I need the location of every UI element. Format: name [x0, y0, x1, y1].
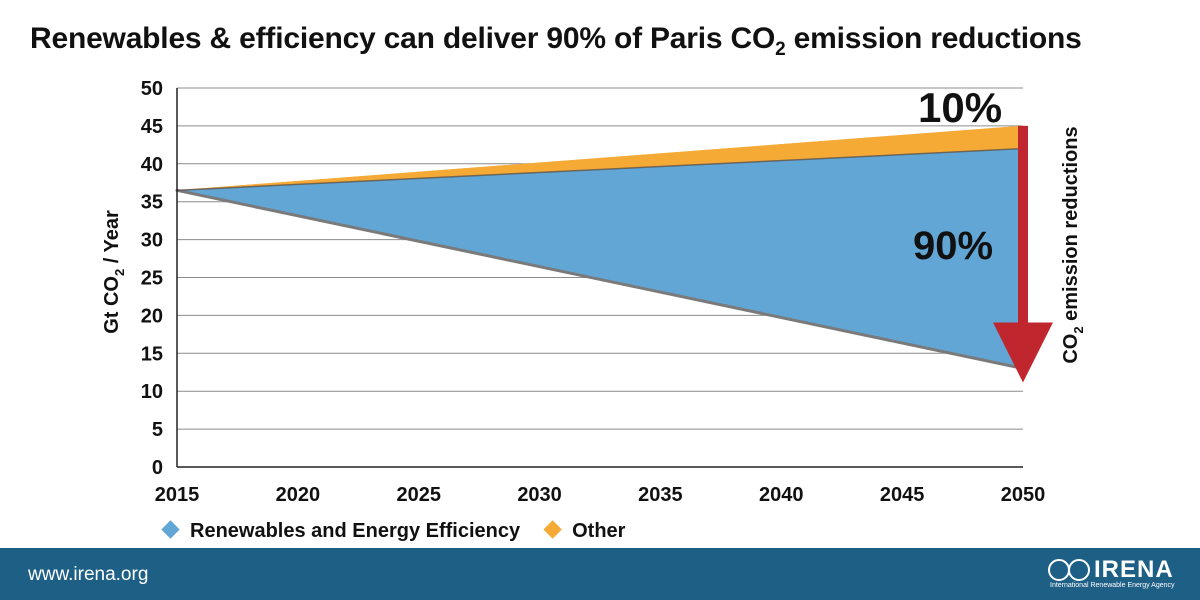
y-tick-label: 30 — [141, 230, 163, 252]
x-tick-labels: 2015 2020 2025 2030 2035 2040 2045 2050 — [155, 484, 1046, 506]
y-tick-label: 10 — [141, 381, 163, 403]
irena-logo: IRENA International Renewable Energy Age… — [1048, 556, 1183, 593]
arrow-label: CO2 emission reductions — [1060, 126, 1086, 363]
x-tick-label: 2035 — [638, 484, 683, 506]
series-boundary-line — [176, 147, 1024, 192]
legend-item: Other — [543, 520, 626, 542]
y-axis-label-subscript: 2 — [112, 269, 127, 276]
legend-label: Renewables and Energy Efficiency — [190, 520, 521, 542]
x-tick-label: 2040 — [759, 484, 804, 506]
arrow-label-text-end: emission reductions — [1060, 126, 1082, 326]
other-percent-label: 10% — [918, 84, 1002, 131]
arrow-label-text: CO — [1060, 334, 1082, 364]
title-text-end: emission reductions — [785, 22, 1082, 55]
target-pathway-line — [175, 188, 1025, 370]
footer-bar: www.irena.org IRENA International Renewa… — [0, 548, 1200, 600]
x-tick-label: 2030 — [517, 484, 562, 506]
y-tick-label: 15 — [141, 343, 163, 365]
y-tick-labels: 0 5 10 15 20 25 30 35 40 45 50 — [141, 78, 163, 479]
edge-lines — [175, 147, 1025, 370]
globe-rings-icon — [1048, 559, 1092, 581]
y-tick-label: 5 — [152, 419, 163, 441]
y-axis-label: Gt CO2 / Year — [101, 210, 127, 334]
arrow-label-subscript: 2 — [1071, 326, 1086, 333]
x-tick-label: 2045 — [880, 484, 925, 506]
title-text: Renewables & efficiency can deliver 90% … — [30, 22, 776, 55]
axes — [176, 88, 1023, 468]
x-tick-label: 2015 — [155, 484, 200, 506]
website-link[interactable]: www.irena.org — [28, 564, 149, 585]
logo-subtext: International Renewable Energy Agency — [1050, 582, 1175, 589]
x-tick-label: 2050 — [1001, 484, 1046, 506]
x-tick-label: 2025 — [396, 484, 441, 506]
area-series — [176, 125, 1024, 369]
legend-item: Renewables and Energy Efficiency — [161, 520, 521, 542]
legend-swatch-icon — [543, 520, 562, 539]
y-axis-label-text: Gt CO — [101, 276, 123, 334]
y-tick-label: 25 — [141, 268, 163, 290]
y-tick-label: 20 — [141, 305, 163, 327]
renewables-percent-label: 90% — [913, 224, 993, 268]
y-axis-label-text-end: / Year — [101, 210, 123, 269]
title-subscript: 2 — [775, 39, 786, 60]
legend: Renewables and Energy Efficiency Other — [161, 520, 626, 542]
y-tick-label: 45 — [141, 116, 163, 138]
chart-title: Renewables & efficiency can deliver 90% … — [30, 22, 1082, 61]
legend-swatch-icon — [161, 520, 180, 539]
y-tick-label: 0 — [152, 457, 163, 479]
logo-text: IRENA — [1094, 556, 1174, 583]
legend-label: Other — [572, 520, 626, 542]
y-tick-label: 40 — [141, 154, 163, 176]
y-tick-label: 35 — [141, 192, 163, 214]
x-tick-label: 2020 — [276, 484, 321, 506]
y-tick-label: 50 — [141, 78, 163, 100]
